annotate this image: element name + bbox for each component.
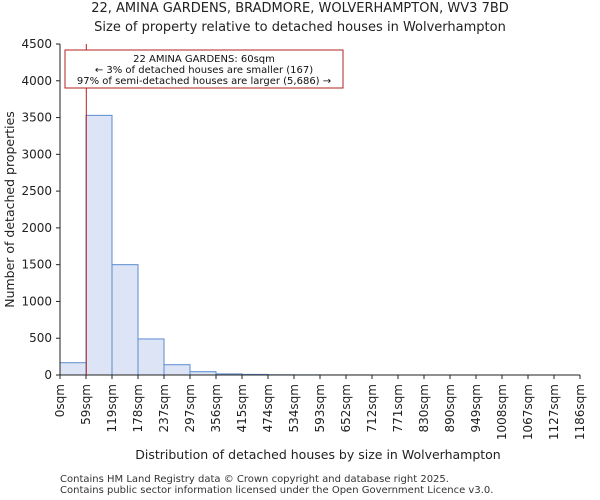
x-tick-label: 59sqm xyxy=(79,384,93,425)
x-tick-label: 1186sqm xyxy=(573,384,587,440)
x-tick-label: 415sqm xyxy=(235,384,249,432)
x-tick-label: 119sqm xyxy=(105,384,119,432)
y-tick-label: 2500 xyxy=(21,184,52,198)
x-tick-label: 356sqm xyxy=(209,384,223,432)
x-tick-label: 712sqm xyxy=(365,384,379,432)
y-tick-label: 3500 xyxy=(21,111,52,125)
y-tick-label: 4000 xyxy=(21,74,52,88)
y-tick-label: 3000 xyxy=(21,147,52,161)
y-axis-label: Number of detached properties xyxy=(2,111,17,308)
chart-title: 22, AMINA GARDENS, BRADMORE, WOLVERHAMPT… xyxy=(91,1,509,16)
y-tick-label: 1000 xyxy=(21,294,52,308)
annotation-smaller-text: ← 3% of detached houses are smaller (167… xyxy=(95,65,313,76)
x-tick-label: 1127sqm xyxy=(547,384,561,440)
x-tick-label: 949sqm xyxy=(469,384,483,432)
x-axis-label: Distribution of detached houses by size … xyxy=(135,447,501,462)
x-tick-label: 178sqm xyxy=(131,384,145,432)
x-tick-label: 1067sqm xyxy=(521,384,535,440)
footer-copyright: Contains HM Land Registry data © Crown c… xyxy=(60,474,449,485)
histogram-bar xyxy=(163,364,191,376)
annotation-title: 22 AMINA GARDENS: 60sqm xyxy=(133,54,275,65)
annotation-larger-text: 97% of semi-detached houses are larger (… xyxy=(77,76,331,87)
y-tick-label: 0 xyxy=(44,368,52,382)
y-tick-label: 1500 xyxy=(21,258,52,272)
x-tick-label: 890sqm xyxy=(443,384,457,432)
chart-subtitle: Size of property relative to detached ho… xyxy=(94,20,506,35)
x-tick-label: 652sqm xyxy=(339,384,353,432)
histogram-bar xyxy=(137,338,165,376)
histogram-bar xyxy=(85,114,113,376)
y-tick-label: 500 xyxy=(29,331,52,345)
x-tick-label: 771sqm xyxy=(391,384,405,432)
annotation-box xyxy=(64,49,344,89)
histogram-bar xyxy=(59,362,87,376)
x-tick-label: 1008sqm xyxy=(495,384,509,440)
x-tick-label: 593sqm xyxy=(313,384,327,432)
x-tick-label: 830sqm xyxy=(417,384,431,432)
histogram-chart: 0 500 1000 1500 2000 2500 3000 3500 4000 4500 0sq… xyxy=(2,37,587,462)
x-tick-label: 474sqm xyxy=(261,384,275,432)
x-tick-label: 534sqm xyxy=(287,384,301,432)
x-tick-label: 297sqm xyxy=(183,384,197,432)
y-tick-label: 2000 xyxy=(21,221,52,235)
x-tick-label: 0sqm xyxy=(53,384,67,417)
footer-licence: Contains public sector information licen… xyxy=(60,485,494,496)
y-tick-label: 4500 xyxy=(21,37,52,51)
x-tick-label: 237sqm xyxy=(157,384,171,432)
histogram-bar xyxy=(111,264,139,376)
